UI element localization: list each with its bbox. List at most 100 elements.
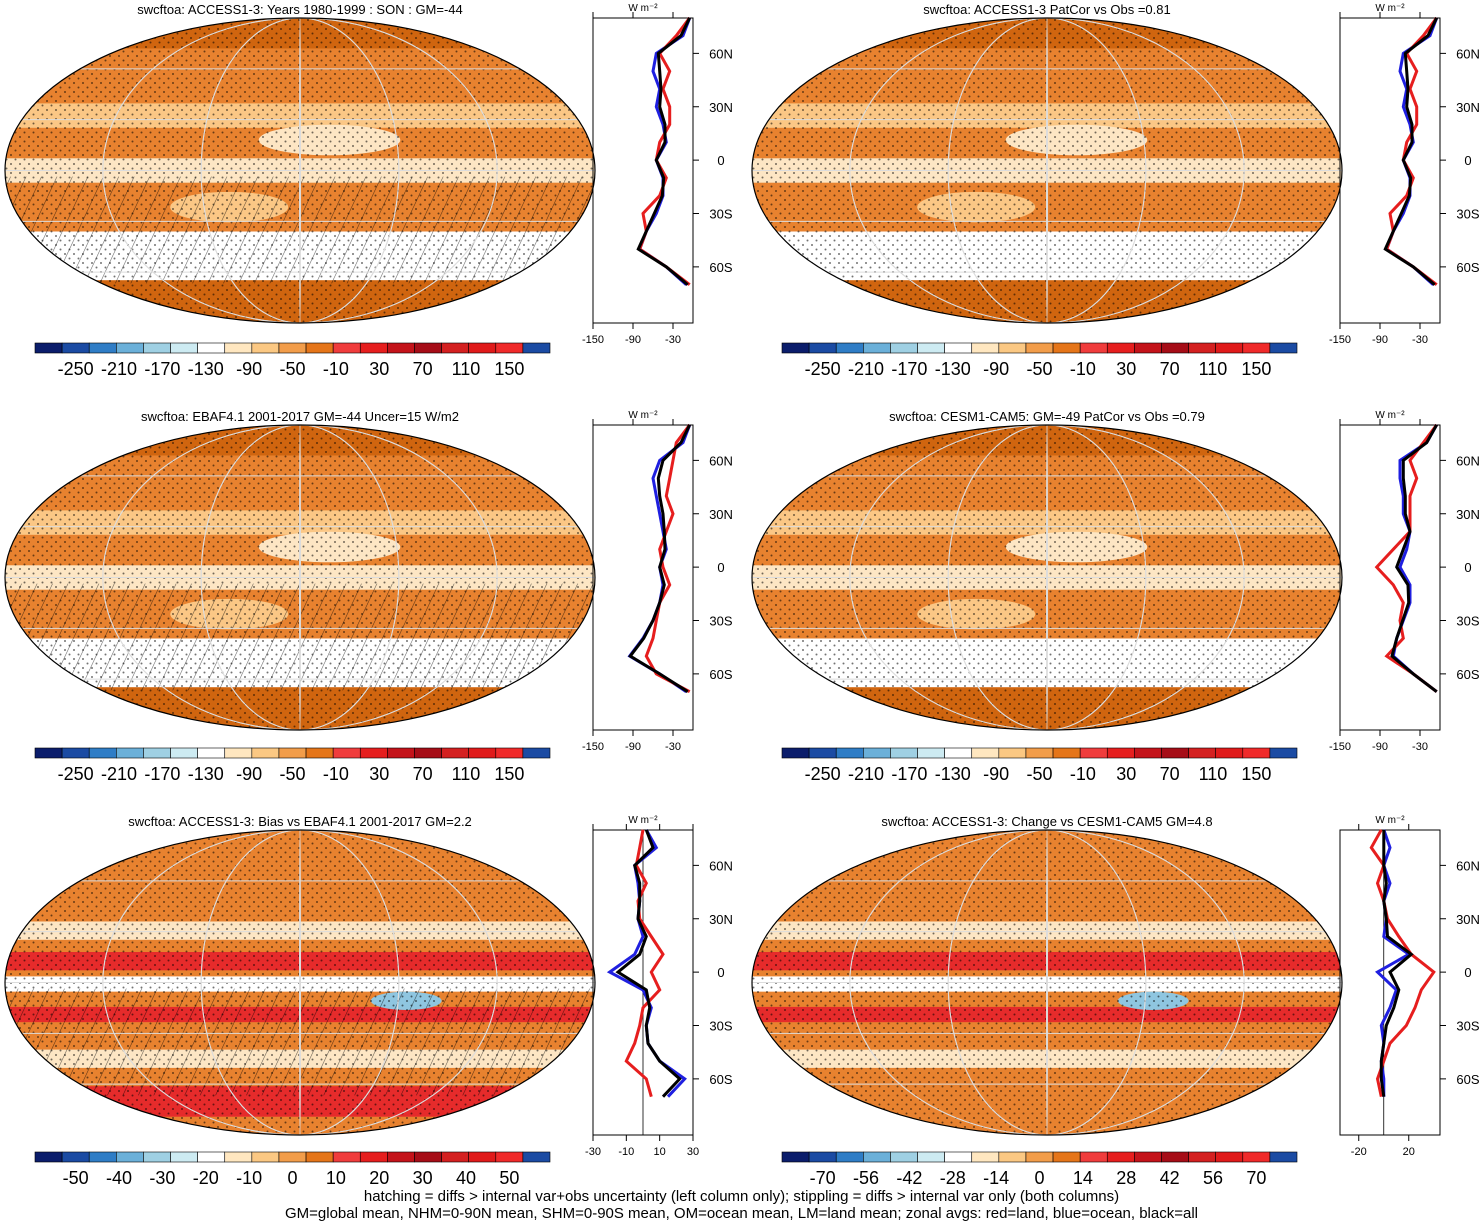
colorbar-swatch: [1161, 342, 1189, 354]
colorbar-swatch: [1188, 747, 1216, 759]
zonal-lat-label: 0: [1464, 560, 1471, 575]
map-field: [752, 830, 1342, 1135]
map-panel-0: [4, 17, 596, 324]
colorbar-swatch: [34, 342, 63, 354]
zonal-unit-label: W m⁻²: [628, 410, 658, 421]
colorbar-tick-label: 110: [1199, 764, 1228, 784]
colorbar-swatch: [387, 1151, 415, 1163]
colorbar-tick-label: -10: [323, 359, 349, 379]
zonal-series-land: [637, 16, 691, 286]
zonal-lat-label: 30S: [709, 1019, 732, 1034]
zonal-lat-label: 60S: [1456, 260, 1479, 275]
colorbar-swatch: [441, 342, 469, 354]
colorbar-swatch: [170, 747, 198, 759]
colorbar-swatch: [863, 342, 891, 354]
zonal-series-all: [636, 17, 692, 286]
zonal-x-label: -90: [625, 741, 641, 753]
colorbar-swatch: [890, 747, 918, 759]
colorbar-swatch: [1025, 342, 1054, 354]
map-outline: [751, 424, 1343, 731]
zonal-series-all: [1379, 829, 1414, 1097]
colorbar-tick-label: -10: [323, 764, 349, 784]
zonal-lat-label: 30N: [1456, 507, 1480, 522]
zonal-x-label: -30: [665, 334, 681, 346]
colorbar-tick-label: 30: [413, 1168, 433, 1188]
colorbar-tick-label: 70: [1160, 764, 1180, 784]
colorbar-tick-label: -130: [935, 359, 971, 379]
colorbar-swatch: [224, 747, 253, 759]
graticule-lon: [299, 830, 301, 1135]
colorbar-swatch: [332, 1151, 361, 1163]
panel-title-1: swcftoa: ACCESS1-3 PatCor vs Obs =0.81: [923, 2, 1170, 17]
colorbar-swatch: [917, 747, 945, 759]
zonal-x-label: 10: [654, 1146, 666, 1158]
zonal-x-label: 30: [687, 1146, 699, 1158]
colorbar-swatch: [495, 747, 524, 759]
colorbar-tick-label: -50: [1026, 359, 1052, 379]
colorbar-tick-label: 70: [1246, 1168, 1266, 1188]
colorbar-swatch: [1079, 747, 1108, 759]
colorbar-swatch: [116, 1151, 144, 1163]
colorbar-swatch: [944, 342, 973, 354]
colorbar-swatch: [808, 342, 837, 354]
zonal-lat-label: 60N: [709, 453, 733, 468]
colorbar-tick-label: -210: [848, 764, 884, 784]
map-outline: [751, 17, 1343, 324]
colorbar-tick-label: -10: [236, 1168, 262, 1188]
colorbar-swatch: [998, 342, 1027, 354]
map-outline: [4, 829, 596, 1136]
zonal-x-label: -30: [1412, 334, 1428, 346]
colorbar-tick-label: -130: [935, 764, 971, 784]
colorbar-swatch: [88, 342, 117, 354]
map-panel-3: [751, 424, 1343, 731]
map-panel-2: [4, 424, 596, 731]
colorbar-swatch: [1134, 342, 1162, 354]
colorbar-tick-label: 0: [1034, 1168, 1044, 1188]
zonal-lat-label: 30N: [709, 912, 733, 927]
colorbar-swatch: [468, 342, 497, 354]
zonal-series-land: [644, 423, 691, 694]
colorbar-tick-label: 42: [1160, 1168, 1180, 1188]
zonal-frame: [592, 17, 694, 324]
colorbar-swatch: [251, 1151, 280, 1163]
colorbar-tick-label: -250: [58, 359, 94, 379]
zonal-panel-2: 60N 30N 0 30S 60S -150 -90 -30 W m⁻²: [582, 410, 733, 753]
colorbar-tick-label: -50: [1026, 764, 1052, 784]
colorbar-tick-label: 56: [1203, 1168, 1223, 1188]
zonal-lat-label: 0: [717, 153, 724, 168]
colorbar-swatch: [998, 747, 1027, 759]
graticule-lon: [849, 425, 1245, 730]
panel-title-5: swcftoa: ACCESS1-3: Change vs CESM1-CAM5…: [881, 814, 1212, 829]
colorbar-swatch: [971, 342, 1000, 354]
map-field: [752, 18, 1342, 323]
graticule-lon: [1046, 425, 1048, 730]
colorbar-swatch: [522, 1151, 551, 1163]
colorbar-swatch: [224, 1151, 253, 1163]
colorbar-swatch: [781, 1151, 810, 1163]
map-outline: [4, 17, 596, 324]
colorbar-swatch: [998, 1151, 1027, 1163]
graticule-lon: [1046, 18, 1048, 323]
graticule-lon: [200, 425, 400, 730]
colorbar-tick-label: -90: [983, 359, 1009, 379]
colorbar-swatch: [305, 747, 334, 759]
colorbar-swatch: [890, 1151, 918, 1163]
colorbar-swatch: [495, 1151, 524, 1163]
graticule-lon: [947, 425, 1147, 730]
colorbar-swatch: [197, 747, 226, 759]
colorbar-swatch: [305, 342, 334, 354]
colorbar-swatch: [170, 1151, 198, 1163]
colorbar-swatch: [835, 342, 864, 354]
colorbar-swatch: [359, 747, 388, 759]
colorbar-tick-label: -10: [1070, 359, 1096, 379]
zonal-x-label: -30: [585, 1146, 601, 1158]
colorbar-swatch: [522, 342, 551, 354]
colorbar-tick-label: 70: [413, 764, 433, 784]
colorbar-tick-label: -210: [101, 764, 137, 784]
colorbar-swatch: [1052, 1151, 1081, 1163]
colorbar-swatch: [143, 342, 171, 354]
colorbar-tick-label: 110: [452, 359, 481, 379]
zonal-panel-0: 60N 30N 0 30S 60S -150 -90 -30 W m⁻²: [582, 3, 733, 346]
colorbar-tick-label: -90: [236, 764, 262, 784]
zonal-series-all: [1390, 424, 1439, 693]
